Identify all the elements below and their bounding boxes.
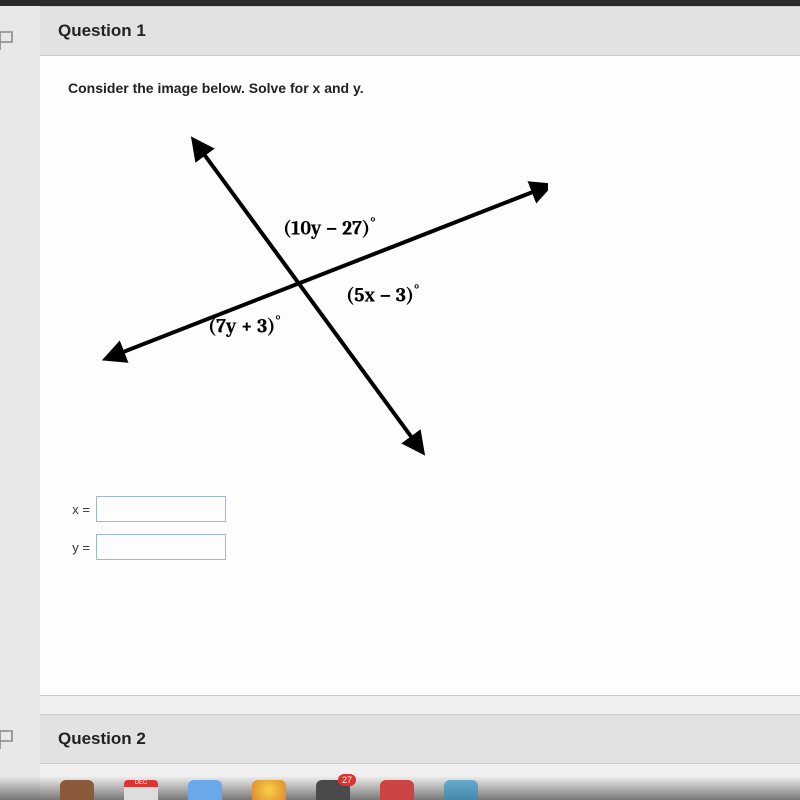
dock-app[interactable] xyxy=(60,780,94,800)
dock-app[interactable] xyxy=(444,780,478,800)
dock-app[interactable]: 27 xyxy=(316,780,350,800)
angle-label: (5x − 3)° xyxy=(346,281,419,307)
answer-label-x: x = xyxy=(68,502,96,517)
answer-row-y: y = xyxy=(68,534,772,560)
question-1-header: Question 1 xyxy=(40,6,800,56)
quiz-page: Question 1 Consider the image below. Sol… xyxy=(40,6,800,800)
angle-label: (7y + 3)° xyxy=(208,312,281,338)
answer-input-y[interactable] xyxy=(96,534,226,560)
question-2-title: Question 2 xyxy=(58,729,146,748)
flag-icon[interactable] xyxy=(0,31,14,51)
angle-label: (10y − 27)° xyxy=(283,214,376,240)
question-1-body: Consider the image below. Solve for x an… xyxy=(40,56,800,696)
question-1-prompt: Consider the image below. Solve for x an… xyxy=(68,80,772,96)
figure-svg xyxy=(68,126,548,456)
answer-label-y: y = xyxy=(68,540,96,555)
question-2-header: Question 2 xyxy=(40,714,800,764)
answer-row-x: x = xyxy=(68,496,772,522)
answer-input-x[interactable] xyxy=(96,496,226,522)
answer-section: x = y = xyxy=(68,496,772,560)
dock-app[interactable] xyxy=(188,780,222,800)
question-1-title: Question 1 xyxy=(58,21,146,40)
dock-app[interactable] xyxy=(380,780,414,800)
dock-app[interactable] xyxy=(252,780,286,800)
dock: DEC 27 xyxy=(0,776,800,800)
flag-icon[interactable] xyxy=(0,730,14,750)
dock-calendar[interactable]: DEC xyxy=(124,780,158,800)
intersecting-lines-figure: (10y − 27)° (5x − 3)° (7y + 3)° xyxy=(68,126,548,456)
notification-badge: 27 xyxy=(338,774,356,786)
calendar-month: DEC xyxy=(124,780,158,787)
